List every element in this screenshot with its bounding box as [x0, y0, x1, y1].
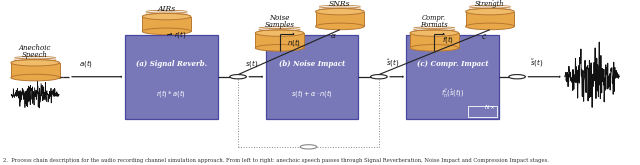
FancyBboxPatch shape [466, 12, 515, 26]
Ellipse shape [11, 74, 60, 81]
Circle shape [230, 75, 246, 79]
Text: Anechoic: Anechoic [19, 44, 51, 52]
Ellipse shape [316, 8, 364, 15]
FancyBboxPatch shape [11, 63, 60, 78]
Text: SNRs: SNRs [329, 0, 351, 8]
Text: Samples: Samples [264, 21, 294, 29]
Ellipse shape [410, 45, 458, 51]
Text: (a) Signal Reverb.: (a) Signal Reverb. [136, 60, 207, 68]
Text: (b) Noise Impact: (b) Noise Impact [279, 60, 345, 68]
Text: AIRs: AIRs [157, 5, 175, 13]
Text: $n(t)$: $n(t)$ [287, 37, 301, 48]
Text: Speech: Speech [22, 51, 48, 59]
FancyBboxPatch shape [406, 35, 499, 119]
Ellipse shape [466, 23, 515, 30]
FancyBboxPatch shape [410, 33, 458, 48]
FancyBboxPatch shape [266, 35, 358, 119]
Circle shape [509, 75, 525, 79]
FancyBboxPatch shape [255, 33, 304, 48]
Text: $s(t)$: $s(t)$ [245, 58, 259, 69]
Text: (c) Compr. Impact: (c) Compr. Impact [417, 60, 488, 68]
Text: Formats: Formats [420, 21, 448, 29]
Text: $N\times$: $N\times$ [484, 103, 495, 111]
Ellipse shape [142, 13, 191, 20]
Text: $\alpha$: $\alpha$ [330, 32, 337, 40]
Ellipse shape [466, 8, 515, 15]
Ellipse shape [316, 23, 364, 30]
FancyBboxPatch shape [316, 12, 364, 26]
Ellipse shape [11, 59, 60, 66]
Text: $a(t)$: $a(t)$ [79, 58, 93, 69]
Text: Compr.: Compr. [422, 15, 446, 22]
Text: $f(t)$: $f(t)$ [442, 34, 454, 45]
FancyBboxPatch shape [125, 35, 218, 119]
Text: $s(t)+\alpha\cdot n(t)$: $s(t)+\alpha\cdot n(t)$ [291, 88, 333, 99]
Text: $f_n^{\mathcal{C}}(\hat{s}(t))$: $f_n^{\mathcal{C}}(\hat{s}(t))$ [441, 87, 465, 100]
Ellipse shape [255, 30, 304, 36]
Ellipse shape [142, 28, 191, 35]
Text: $\mathcal{C}$: $\mathcal{C}$ [481, 32, 488, 41]
Ellipse shape [410, 30, 458, 36]
Circle shape [371, 75, 387, 79]
FancyBboxPatch shape [142, 16, 191, 31]
Text: 2.  Process chain description for the audio recording channel simulation approac: 2. Process chain description for the aud… [3, 158, 549, 163]
Text: $r(t)$: $r(t)$ [174, 29, 187, 40]
Text: Compr.: Compr. [478, 0, 502, 1]
Ellipse shape [255, 45, 304, 51]
Text: $\hat{s}(t)$: $\hat{s}(t)$ [386, 58, 399, 69]
Text: Noise: Noise [269, 15, 290, 22]
Circle shape [300, 145, 317, 149]
Text: Strength: Strength [475, 0, 505, 8]
Text: $r(t)*a(t)$: $r(t)*a(t)$ [156, 88, 186, 99]
Text: $\tilde{s}(t)$: $\tilde{s}(t)$ [530, 58, 543, 69]
